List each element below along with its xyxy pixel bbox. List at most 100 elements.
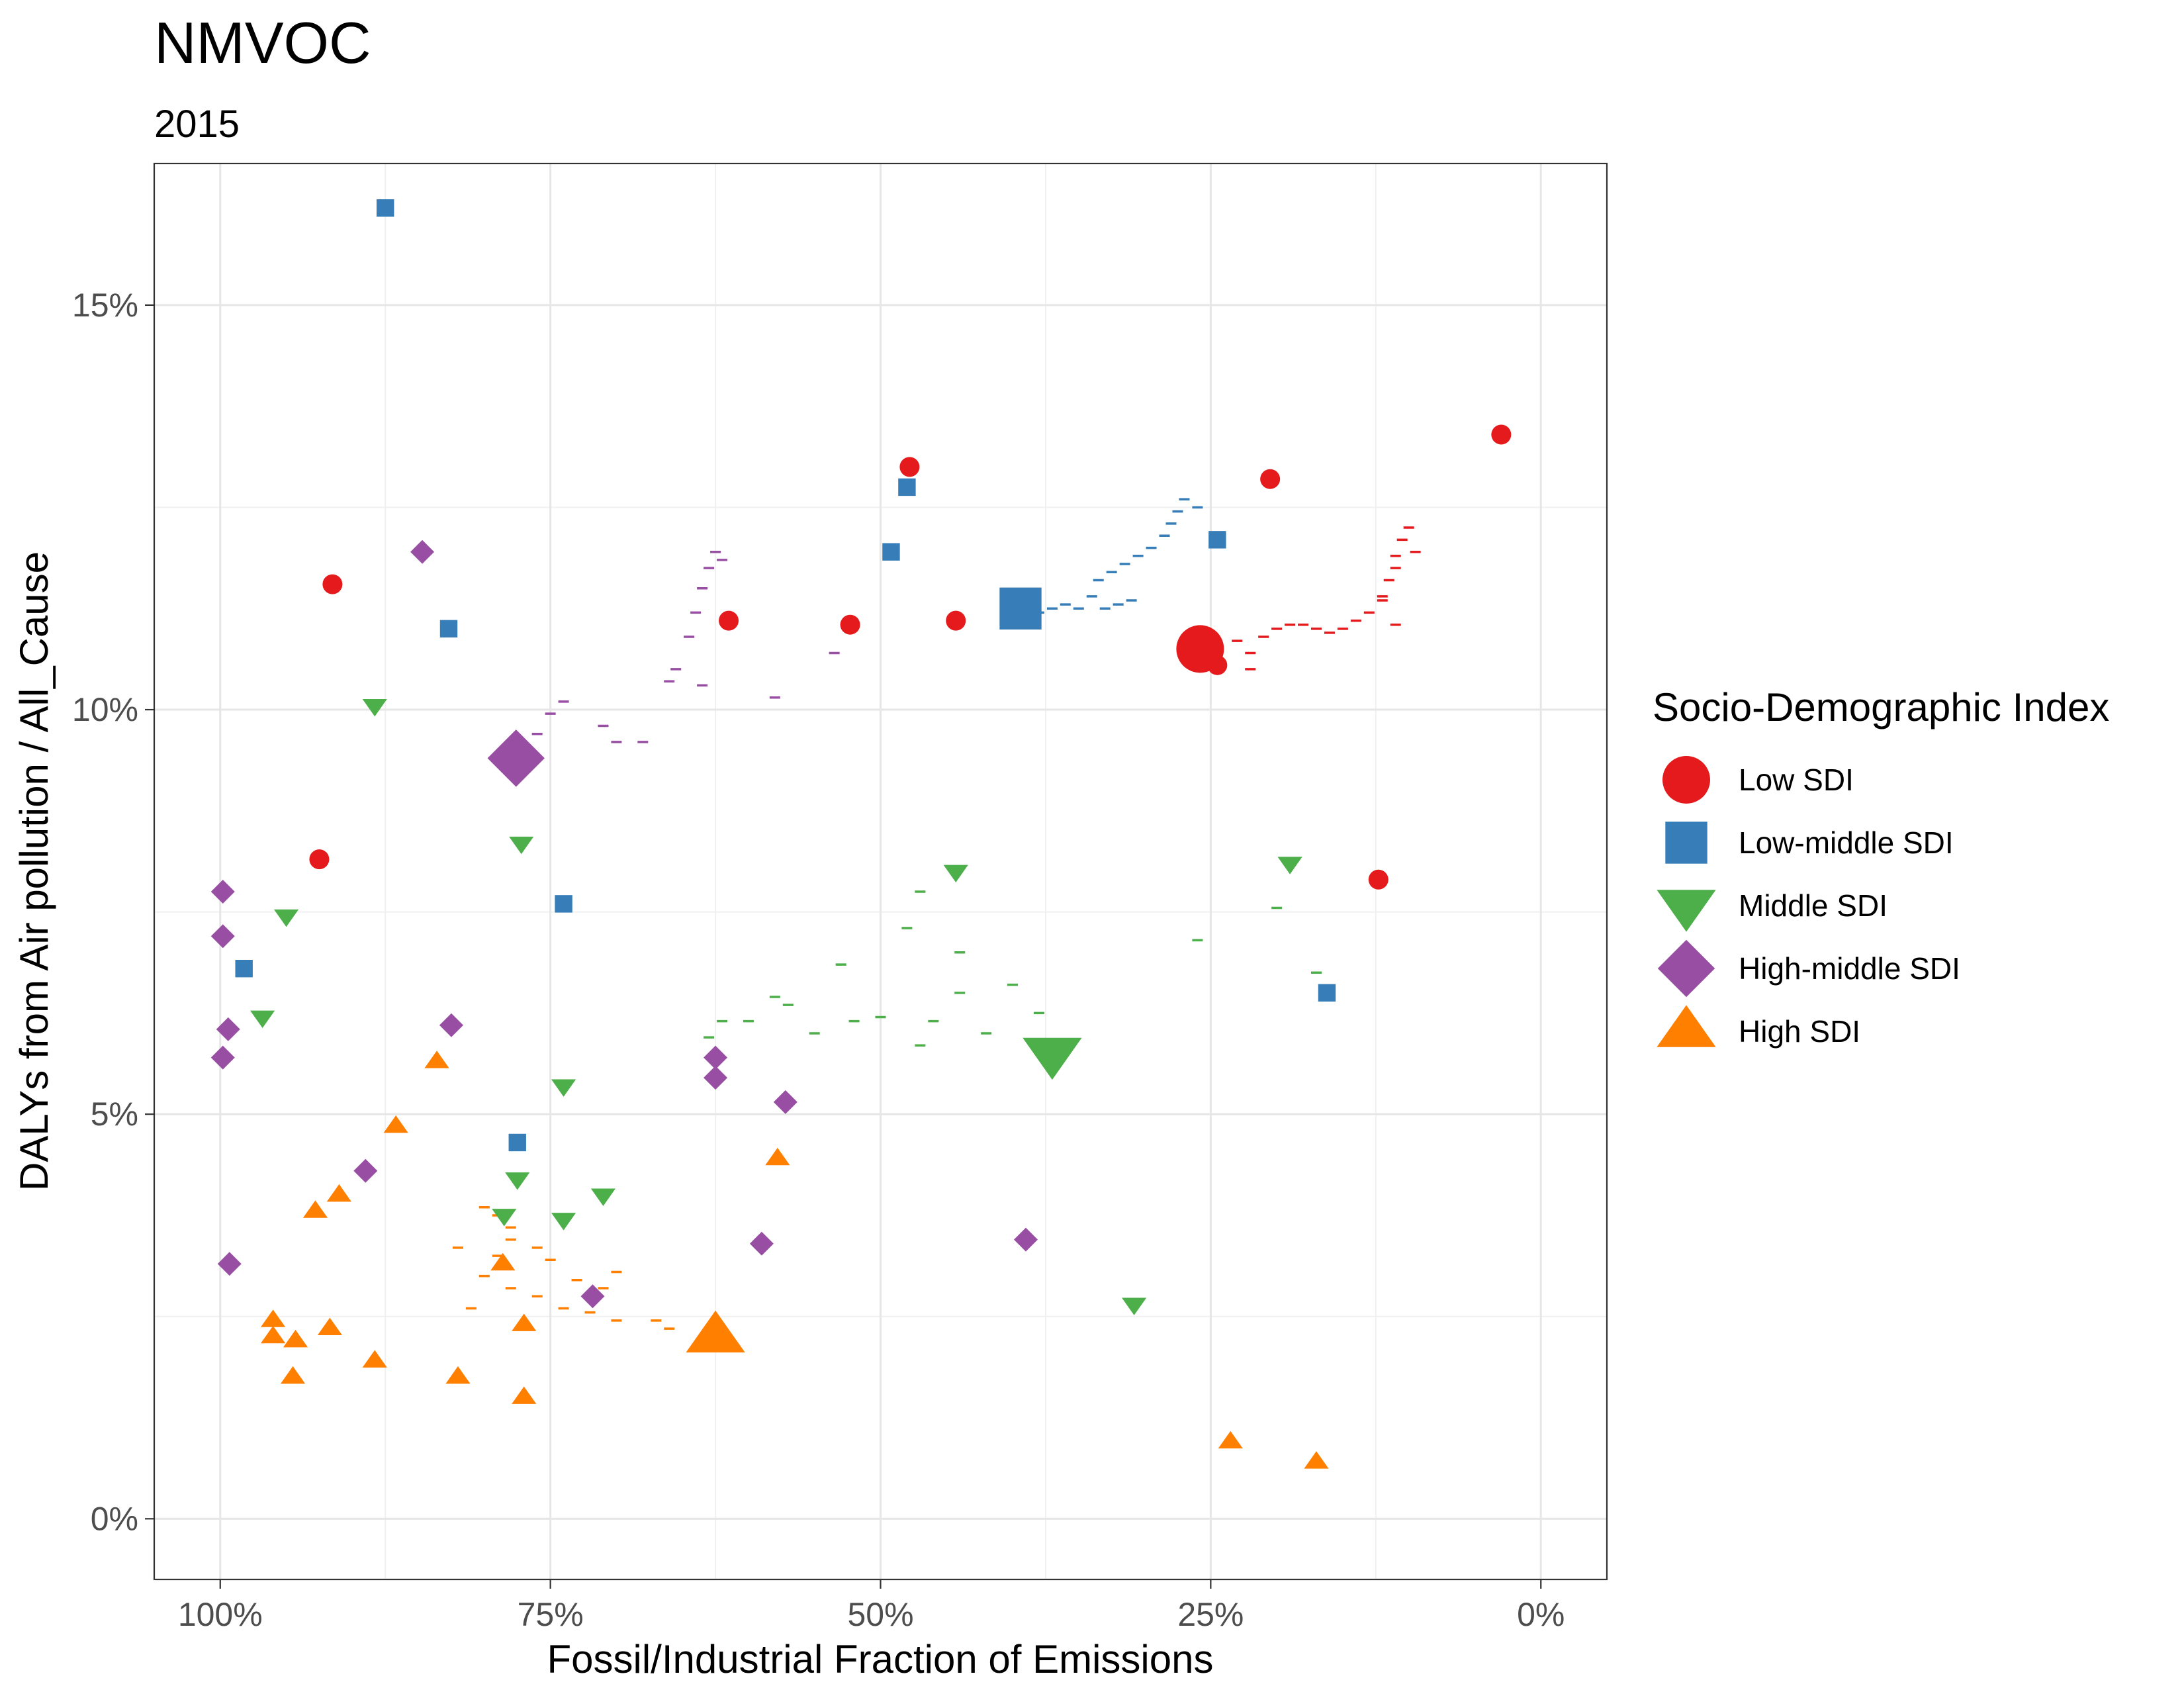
data-point	[555, 895, 572, 913]
data-point	[1208, 531, 1226, 549]
data-point	[551, 1079, 576, 1097]
data-point	[216, 1017, 240, 1041]
data-point	[505, 1172, 530, 1190]
data-point	[882, 543, 900, 561]
data-point	[260, 1309, 286, 1327]
legend-label: Low-middle SDI	[1739, 825, 1954, 860]
data-point	[273, 909, 299, 927]
data-point	[439, 1013, 463, 1037]
data-point	[283, 1329, 308, 1348]
data-point	[1277, 857, 1302, 874]
y-tick-label: 5%	[91, 1096, 138, 1133]
data-point	[704, 1045, 728, 1070]
data-point	[383, 1115, 408, 1133]
legend-label: Low SDI	[1739, 763, 1854, 797]
data-point	[749, 1231, 774, 1256]
aggregate-point	[999, 587, 1042, 630]
x-tick-label: 0%	[1517, 1596, 1565, 1633]
data-point	[1218, 1430, 1243, 1449]
aggregate-point	[487, 729, 545, 787]
legend-items: Low SDI Low-middle SDI Middle SDI High-midd…	[1657, 756, 1960, 1049]
data-point	[260, 1325, 286, 1344]
data-point	[512, 1313, 537, 1331]
data-point	[210, 1045, 235, 1070]
data-point	[377, 199, 394, 217]
data-point	[946, 610, 966, 631]
legend-key	[1657, 890, 1716, 932]
data-point	[719, 610, 739, 631]
legend-label: High SDI	[1739, 1014, 1860, 1049]
data-point	[490, 1252, 516, 1271]
legend-title: Socio-Demographic Index	[1653, 685, 2109, 729]
legend-label: Middle SDI	[1739, 888, 1888, 923]
data-point	[590, 1188, 616, 1206]
y-tick-label: 10%	[72, 691, 138, 728]
data-point	[322, 574, 343, 594]
data-point	[492, 1209, 517, 1227]
data-point	[353, 1158, 378, 1183]
y-axis: 0% 5% 10% 15%	[72, 287, 154, 1537]
data-point	[326, 1184, 351, 1202]
x-tick-label: 25%	[1177, 1596, 1244, 1633]
y-tick-label: 15%	[72, 287, 138, 324]
data-point	[943, 865, 968, 882]
data-point	[424, 1051, 449, 1068]
y-axis-label: DALYs from Air pollution / All_Cause	[12, 551, 56, 1191]
y-tick-label: 0%	[91, 1500, 138, 1537]
data-point	[899, 457, 920, 477]
data-point	[210, 880, 235, 904]
data-point	[580, 1284, 605, 1309]
data-point	[840, 614, 860, 635]
legend-item: High SDI	[1657, 1005, 1860, 1049]
data-point	[1260, 469, 1281, 489]
legend: Socio-Demographic Index Low SDI Low-middl…	[1653, 685, 2109, 1049]
legend-key	[1662, 756, 1710, 804]
legend-item: Low-middle SDI	[1665, 821, 1954, 864]
x-tick-label: 100%	[178, 1596, 263, 1633]
data-point	[1122, 1297, 1147, 1315]
aggregate-point	[1023, 1037, 1082, 1080]
data-point	[1318, 984, 1336, 1002]
data-point	[317, 1317, 342, 1335]
legend-key	[1657, 939, 1715, 998]
data-point	[512, 1386, 537, 1404]
data-point	[1368, 869, 1388, 890]
data-point	[773, 1090, 797, 1114]
data-point	[439, 620, 458, 638]
aggregate-point	[1176, 625, 1224, 673]
data-point	[508, 1133, 526, 1152]
data-point	[250, 1010, 275, 1029]
data-point	[362, 1350, 387, 1368]
legend-key	[1657, 1005, 1716, 1047]
legend-label: High-middle SDI	[1739, 951, 1960, 986]
data-point	[1014, 1227, 1038, 1252]
data-point	[704, 1066, 728, 1090]
data-point	[235, 959, 253, 978]
data-point	[898, 478, 916, 496]
data-point	[1304, 1451, 1329, 1469]
chart-title: NMVOC	[154, 10, 371, 75]
legend-item: Low SDI	[1662, 756, 1854, 804]
data-point	[551, 1213, 576, 1231]
grid-major	[154, 164, 1607, 1579]
data-point	[1491, 424, 1512, 445]
data-point	[362, 699, 387, 717]
data-point	[302, 1200, 328, 1218]
legend-item: High-middle SDI	[1657, 939, 1960, 998]
legend-item: Middle SDI	[1657, 888, 1888, 932]
chart-subtitle: 2015	[154, 103, 240, 146]
data-point	[509, 836, 534, 855]
data-point	[217, 1252, 242, 1276]
data-point	[280, 1366, 306, 1384]
series-points	[210, 199, 1512, 1469]
data-point	[765, 1147, 790, 1166]
data-point	[309, 849, 330, 870]
x-tick-label: 50%	[847, 1596, 913, 1633]
plot-panel	[153, 162, 1608, 1581]
data-point	[410, 539, 435, 564]
x-axis-label: Fossil/Industrial Fraction of Emissions	[547, 1637, 1214, 1681]
x-tick-label: 75%	[518, 1596, 584, 1633]
aggregate-point	[686, 1310, 745, 1353]
data-point	[210, 924, 235, 949]
